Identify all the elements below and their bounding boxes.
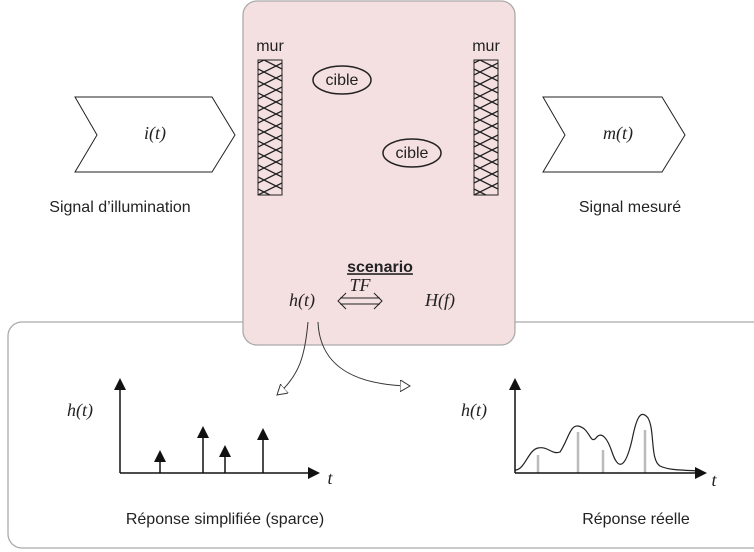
output-chevron <box>542 96 686 173</box>
scenario-box <box>242 0 516 346</box>
link-arrow <box>317 321 410 386</box>
y-axis-label: h(t) <box>461 400 487 421</box>
scenario-title: scenario <box>347 259 413 276</box>
output-label: m(t) <box>603 123 633 144</box>
real-plot <box>509 378 707 479</box>
link-arrow <box>277 321 309 395</box>
input-caption: Signal d’illumination <box>49 199 190 216</box>
formula-left: h(t) <box>289 290 315 311</box>
wall <box>473 59 499 196</box>
input-chevron <box>74 96 236 173</box>
target-label: cible <box>396 145 429 162</box>
target <box>382 138 442 168</box>
wall <box>257 59 283 196</box>
plot-caption: Réponse simplifiée (sparce) <box>126 511 324 528</box>
target-label: cible <box>326 72 359 89</box>
target <box>312 65 372 95</box>
x-axis-label: t <box>327 468 333 488</box>
wall-label: mur <box>256 38 284 55</box>
wall-label: mur <box>472 38 500 55</box>
y-axis-label: h(t) <box>67 400 93 421</box>
formula-transform: TF <box>349 275 371 295</box>
x-axis-label: t <box>711 470 717 490</box>
input-label: i(t) <box>144 123 166 144</box>
formula-right: H(f) <box>424 290 455 311</box>
output-caption: Signal mesuré <box>579 199 681 216</box>
plot-caption: Réponse réelle <box>582 511 690 528</box>
equivalence-arrow <box>337 292 383 310</box>
sparse-plot <box>114 378 320 479</box>
